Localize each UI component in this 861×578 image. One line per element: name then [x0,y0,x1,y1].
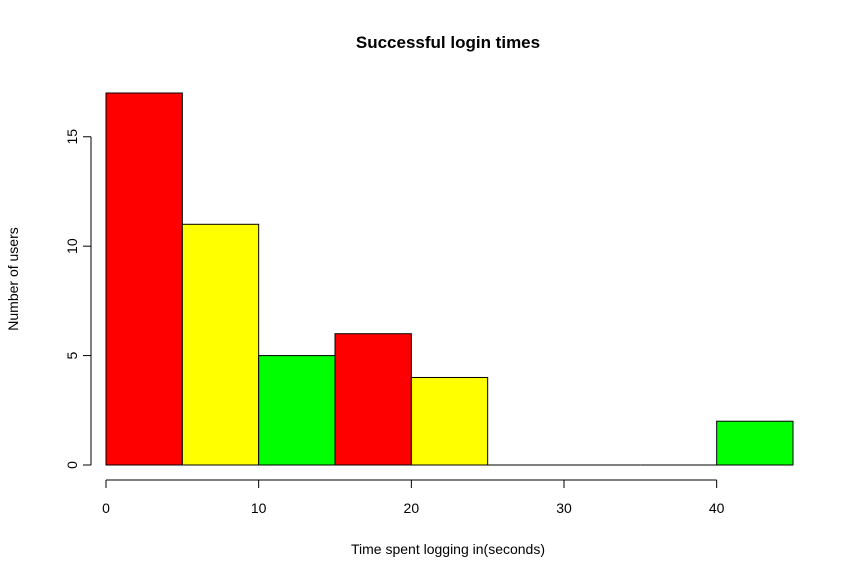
y-tick-label-0: 0 [64,461,80,469]
y-tick-label-10: 10 [64,238,80,254]
y-tick-label-15: 15 [64,129,80,145]
x-axis: 0 10 20 30 40 [102,479,725,516]
bars-group [105,92,794,466]
histogram-bar-20-25 [410,376,489,466]
histogram-bar-0-5 [105,92,183,466]
histogram-bar-10-15 [258,355,336,466]
x-tick-label-40: 40 [709,500,725,516]
chart-title: Successful login times [356,33,540,52]
y-axis: 0 5 10 15 [64,129,92,469]
x-tick-label-30: 30 [556,500,572,516]
x-axis-label: Time spent logging in(seconds) [351,541,545,557]
y-tick-label-5: 5 [64,351,80,359]
x-tick-label-10: 10 [251,500,267,516]
y-axis-label: Number of users [5,227,21,330]
histogram-bar-5-10 [181,223,260,466]
x-tick-label-20: 20 [404,500,420,516]
x-tick-label-0: 0 [102,500,110,516]
histogram-bar-40-45 [716,420,794,466]
histogram-bar-15-20 [334,333,412,466]
